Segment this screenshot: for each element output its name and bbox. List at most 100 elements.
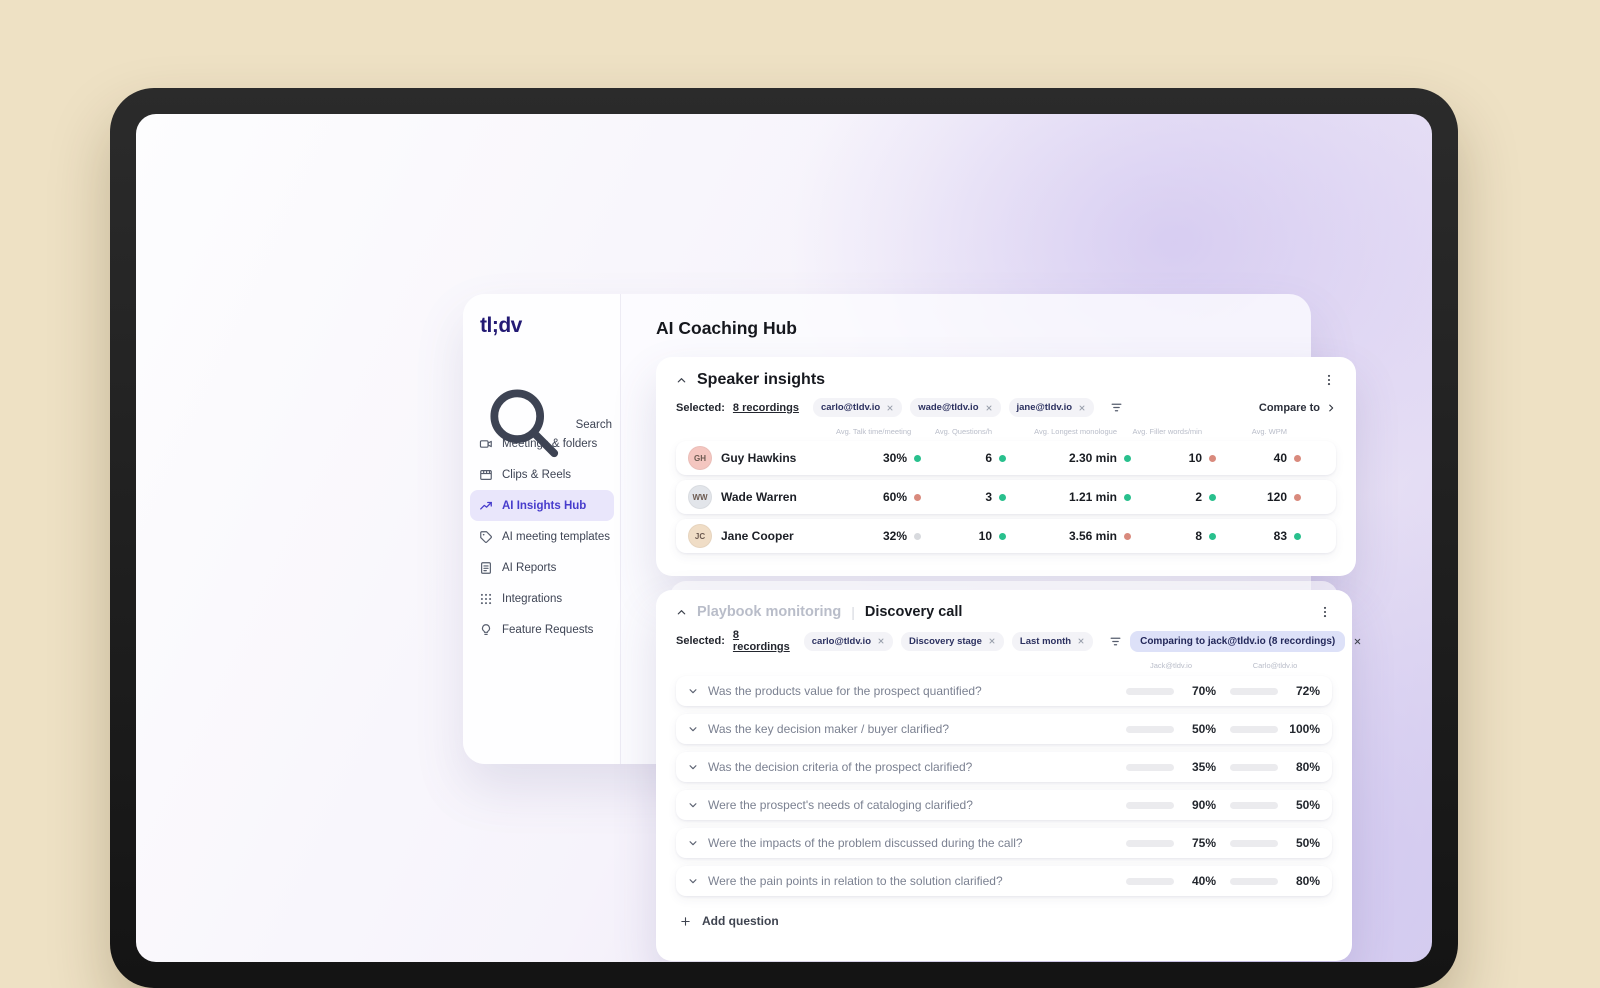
kebab-menu-icon[interactable] — [1322, 373, 1336, 387]
sidebar-item-ai-reports[interactable]: AI Reports — [470, 552, 614, 583]
speaker-row[interactable]: GH Guy Hawkins 30% 6 2.30 min 10 40 — [676, 441, 1336, 475]
metric-cell: 3 — [921, 490, 1006, 504]
filter-chip[interactable]: wade@tldv.io — [910, 398, 1001, 417]
metric-cell: 2.30 min — [1006, 451, 1131, 465]
close-icon[interactable] — [1353, 637, 1362, 646]
metric-value: 83 — [1273, 529, 1287, 543]
chip-remove-icon[interactable] — [988, 637, 996, 645]
question-row[interactable]: Were the pain points in relation to the … — [676, 866, 1332, 896]
sidebar-item-label: Clips & Reels — [502, 468, 572, 481]
compare-to-button[interactable]: Compare to — [1259, 402, 1336, 414]
score-percentage: 70% — [1191, 684, 1216, 698]
chevron-down-icon[interactable] — [688, 762, 698, 772]
comparing-chip[interactable]: Comparing to jack@tldv.io (8 recordings) — [1130, 630, 1346, 652]
filter-chip[interactable]: carlo@tldv.io — [803, 631, 894, 651]
column-header: Avg. Longest monologue — [1034, 427, 1117, 436]
collapse-chevron-up-icon[interactable] — [676, 607, 687, 618]
sidebar-item-label: AI Insights Hub — [502, 499, 587, 512]
compare-to-label: Compare to — [1258, 401, 1320, 414]
score-bar-group: 90% — [1126, 798, 1216, 812]
column-header: Avg. Talk time/meeting — [836, 427, 912, 436]
metric-cell: 120 — [1216, 490, 1301, 504]
clapperboard-icon — [479, 468, 493, 482]
status-dot — [1209, 532, 1216, 540]
status-dot — [1209, 454, 1216, 462]
metric-value: 8 — [1195, 529, 1202, 543]
metric-value: 10 — [1188, 451, 1202, 465]
trend-chart-icon — [479, 499, 493, 513]
filter-chip-label: Discovery stage — [909, 635, 982, 647]
column-header: Avg. Questions/h — [935, 427, 992, 436]
speaker-table: GH Guy Hawkins 30% 6 2.30 min 10 40 WW W… — [676, 441, 1336, 553]
sidebar-item-label: AI Reports — [502, 561, 557, 574]
search-label: Search — [575, 418, 612, 431]
status-dot — [914, 493, 921, 501]
score-percentage: 90% — [1191, 798, 1216, 812]
question-row[interactable]: Were the impacts of the problem discusse… — [676, 828, 1332, 858]
sidebar-item-label: Integrations — [502, 592, 563, 605]
report-icon — [479, 561, 493, 575]
score-bar-group: 70% — [1126, 684, 1216, 698]
chevron-down-icon[interactable] — [688, 876, 698, 886]
speaker-row[interactable]: JC Jane Cooper 32% 10 3.56 min 8 83 — [676, 519, 1336, 553]
question-row[interactable]: Was the decision criteria of the prospec… — [676, 752, 1332, 782]
kebab-menu-icon[interactable] — [1318, 605, 1332, 619]
filter-chip[interactable]: jane@tldv.io — [1008, 398, 1095, 417]
sidebar-item-feature-requests[interactable]: Feature Requests — [470, 614, 614, 645]
sidebar-item-ai-insights-hub[interactable]: AI Insights Hub — [470, 490, 614, 521]
sidebar-item-clips-reels[interactable]: Clips & Reels — [470, 459, 614, 490]
page-title: AI Coaching Hub — [656, 318, 797, 338]
column-header: Avg. Filler words/min — [1132, 427, 1202, 436]
question-row[interactable]: Was the products value for the prospect … — [676, 676, 1332, 706]
question-row[interactable]: Were the prospect's needs of cataloging … — [676, 790, 1332, 820]
laptop-screen: tl;dv Search Meetings & folders Clips & … — [136, 114, 1432, 962]
metric-value: 1.21 min — [1068, 490, 1117, 504]
score-bar-group: 50% — [1230, 836, 1320, 850]
search-button[interactable]: Search — [474, 376, 620, 474]
selected-recordings-link[interactable]: 8 recordings — [732, 401, 799, 414]
sidebar-item-integrations[interactable]: Integrations — [470, 583, 614, 614]
metric-cell: 32% — [836, 529, 921, 543]
playbook-name: Discovery call — [864, 604, 963, 620]
add-question-button[interactable]: Add question — [676, 908, 1332, 934]
progress-bar — [1126, 801, 1174, 809]
metric-cell: 83 — [1216, 529, 1301, 543]
metric-cell: 2 — [1131, 490, 1216, 504]
collapse-chevron-up-icon[interactable] — [676, 375, 687, 386]
progress-bar — [1230, 725, 1278, 733]
status-dot — [1124, 454, 1131, 462]
filter-chip[interactable]: Last month — [1011, 631, 1094, 651]
speaker-name: Guy Hawkins — [721, 451, 797, 465]
progress-bar — [1126, 839, 1174, 847]
metric-value: 3 — [985, 490, 992, 504]
chip-remove-icon[interactable] — [1078, 404, 1086, 412]
chevron-down-icon[interactable] — [688, 800, 698, 810]
question-text: Was the decision criteria of the prospec… — [708, 760, 973, 774]
plus-icon — [680, 916, 691, 927]
title-separator: | — [851, 604, 855, 620]
selected-recordings-link[interactable]: 8 recordings — [732, 629, 790, 653]
chip-remove-icon[interactable] — [877, 637, 885, 645]
score-percentage: 50% — [1295, 798, 1320, 812]
speaker-row[interactable]: WW Wade Warren 60% 3 1.21 min 2 120 — [676, 480, 1336, 514]
filter-chip[interactable]: Discovery stage — [901, 631, 1004, 651]
sidebar-item-ai-meeting-templates[interactable]: AI meeting templates — [470, 521, 614, 552]
question-row[interactable]: Was the key decision maker / buyer clari… — [676, 714, 1332, 744]
comparison-column-label: Jack@tldv.io — [1149, 661, 1193, 670]
lightbulb-icon — [479, 623, 493, 637]
speaker-name: Wade Warren — [721, 490, 797, 504]
metric-value: 120 — [1266, 490, 1287, 504]
metric-cell: 60% — [836, 490, 921, 504]
filter-chip[interactable]: carlo@tldv.io — [812, 398, 903, 417]
filter-icon[interactable] — [1110, 401, 1123, 414]
score-percentage: 50% — [1191, 722, 1216, 736]
filter-icon[interactable] — [1109, 635, 1122, 648]
sidebar-item-label: Feature Requests — [502, 623, 594, 636]
chevron-down-icon[interactable] — [688, 724, 698, 734]
chevron-down-icon[interactable] — [688, 838, 698, 848]
chip-remove-icon[interactable] — [1077, 637, 1085, 645]
chip-remove-icon[interactable] — [886, 404, 894, 412]
sidebar-item-meetings-folders[interactable]: Meetings & folders — [470, 428, 614, 459]
chevron-down-icon[interactable] — [688, 686, 698, 696]
chip-remove-icon[interactable] — [985, 404, 993, 412]
